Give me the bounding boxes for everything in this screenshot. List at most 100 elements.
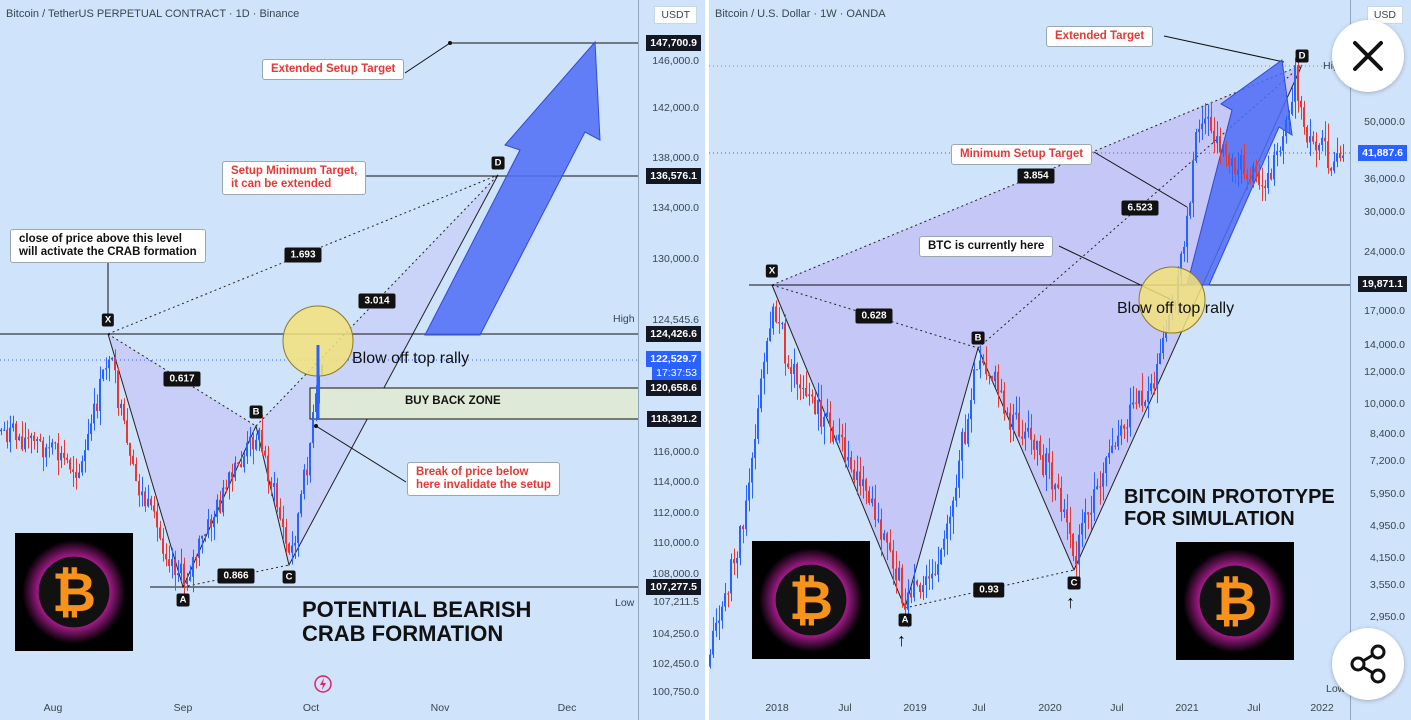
candle-body [1246, 174, 1248, 179]
candle-body [844, 437, 846, 461]
candle-body [865, 479, 867, 491]
candle-body [1309, 136, 1311, 143]
candle-body [763, 361, 765, 379]
candle-body [1117, 435, 1119, 447]
candle-body [766, 340, 768, 362]
candle-body [102, 369, 104, 379]
candle-body [1249, 178, 1251, 182]
candle-body [1240, 155, 1242, 170]
candle-body [177, 573, 179, 576]
share-button[interactable] [1332, 628, 1404, 700]
candle-body [186, 580, 188, 584]
candle-body [189, 576, 191, 581]
candle-body [772, 306, 774, 329]
right-y-tick: 14,000.0 [1364, 339, 1405, 351]
candle-body [823, 416, 825, 427]
candle-body [1090, 512, 1092, 515]
candle-body [1102, 473, 1104, 487]
candle-body [919, 584, 921, 593]
right-chart-panel[interactable]: Bitcoin / U.S. Dollar · 1W · OANDA Exten… [709, 0, 1411, 720]
right-tag-last-price: 41,887.6 [1358, 145, 1407, 161]
close-button[interactable] [1332, 20, 1404, 92]
candle-body [1216, 136, 1218, 144]
candle-body [192, 556, 194, 577]
candle-body [850, 457, 852, 470]
candle-body [243, 456, 245, 468]
flash-icon[interactable] [314, 675, 332, 693]
left-currency-button[interactable]: USDT [654, 6, 697, 24]
candle-body [751, 457, 753, 483]
candle-body [916, 580, 918, 585]
pattern-xb-dotted [771, 284, 979, 349]
candle-body [33, 435, 35, 441]
candle-body [712, 630, 714, 655]
candle-body [889, 542, 891, 551]
candle-body [979, 360, 981, 370]
candle-body [171, 559, 173, 567]
candle-body [69, 459, 71, 470]
candle-body [282, 518, 284, 528]
candle-body [1069, 522, 1071, 534]
candle-body [57, 443, 59, 461]
candle-body [1255, 165, 1257, 173]
right-currency-button[interactable]: USD [1366, 6, 1403, 24]
left-price-axis[interactable]: USDT 146,000.0 142,000.0 138,000.0 134,0… [638, 0, 705, 720]
candle-body [174, 559, 176, 576]
candle-body [1135, 402, 1137, 404]
pattern-triangle-bcd [256, 175, 498, 565]
candle-body [207, 519, 209, 535]
candle-body [862, 479, 864, 487]
right-y-tick: 4,150.0 [1369, 552, 1405, 564]
left-x-tick: Aug [43, 702, 63, 714]
candle-body [150, 498, 152, 506]
pattern-triangle-xab [108, 334, 256, 587]
candle-body [201, 535, 203, 539]
svg-text:₿: ₿ [52, 561, 96, 624]
candle-body [1165, 330, 1167, 338]
left-tag-bbz-bottom: 118,391.2 [646, 411, 701, 427]
right-chart-title: Bitcoin / U.S. Dollar · 1W · OANDA [715, 8, 886, 20]
candle-body [147, 498, 149, 507]
candle-body [760, 378, 762, 409]
candle-body [261, 429, 263, 451]
right-ratio-xd: 3.854 [1017, 168, 1055, 184]
right-y-tick: 2,950.0 [1369, 611, 1405, 623]
candle-body [727, 593, 729, 595]
right-price-axis[interactable]: USD 50,000.0 36,000.0 30,000.0 24,000.0 … [1350, 0, 1411, 720]
right-chart-canvas[interactable] [709, 0, 1351, 720]
pattern-bd-dotted [255, 174, 499, 427]
candle-body [1210, 116, 1212, 131]
candle-body [117, 370, 119, 409]
left-y-tick: 108,000.0 [652, 568, 699, 580]
candle-body [273, 483, 275, 487]
candle-body [30, 435, 32, 439]
candle-body [1321, 137, 1323, 145]
candle-body [1048, 453, 1050, 463]
candle-body [99, 378, 101, 412]
candle-body [769, 328, 771, 341]
candle-body [1342, 155, 1344, 158]
candle-body [718, 620, 720, 623]
right-rally-label: Blow off top rally [1117, 300, 1235, 317]
candle-body [90, 423, 92, 434]
candle-body [1021, 436, 1023, 439]
min-target-leader [1093, 151, 1188, 208]
svg-text:₿: ₿ [1213, 570, 1257, 633]
left-chart-canvas[interactable] [0, 0, 640, 720]
candle-body [1306, 127, 1308, 143]
right-x-tick: 2020 [1038, 702, 1062, 714]
right-point-x: X [765, 264, 779, 278]
candle-body [1279, 150, 1281, 152]
projection-arrow [424, 40, 601, 336]
candle-body [195, 556, 197, 558]
candle-body [36, 439, 38, 441]
left-point-x: X [101, 313, 115, 327]
candle-body [997, 371, 999, 391]
right-x-tick: 2018 [765, 702, 789, 714]
candle-body [312, 412, 314, 444]
extended-target-leader [1163, 35, 1285, 63]
candle-body [276, 483, 278, 508]
candle-body [168, 559, 170, 567]
left-chart-panel[interactable]: Bitcoin / TetherUS PERPETUAL CONTRACT · … [0, 0, 705, 720]
candle-body [159, 527, 161, 539]
